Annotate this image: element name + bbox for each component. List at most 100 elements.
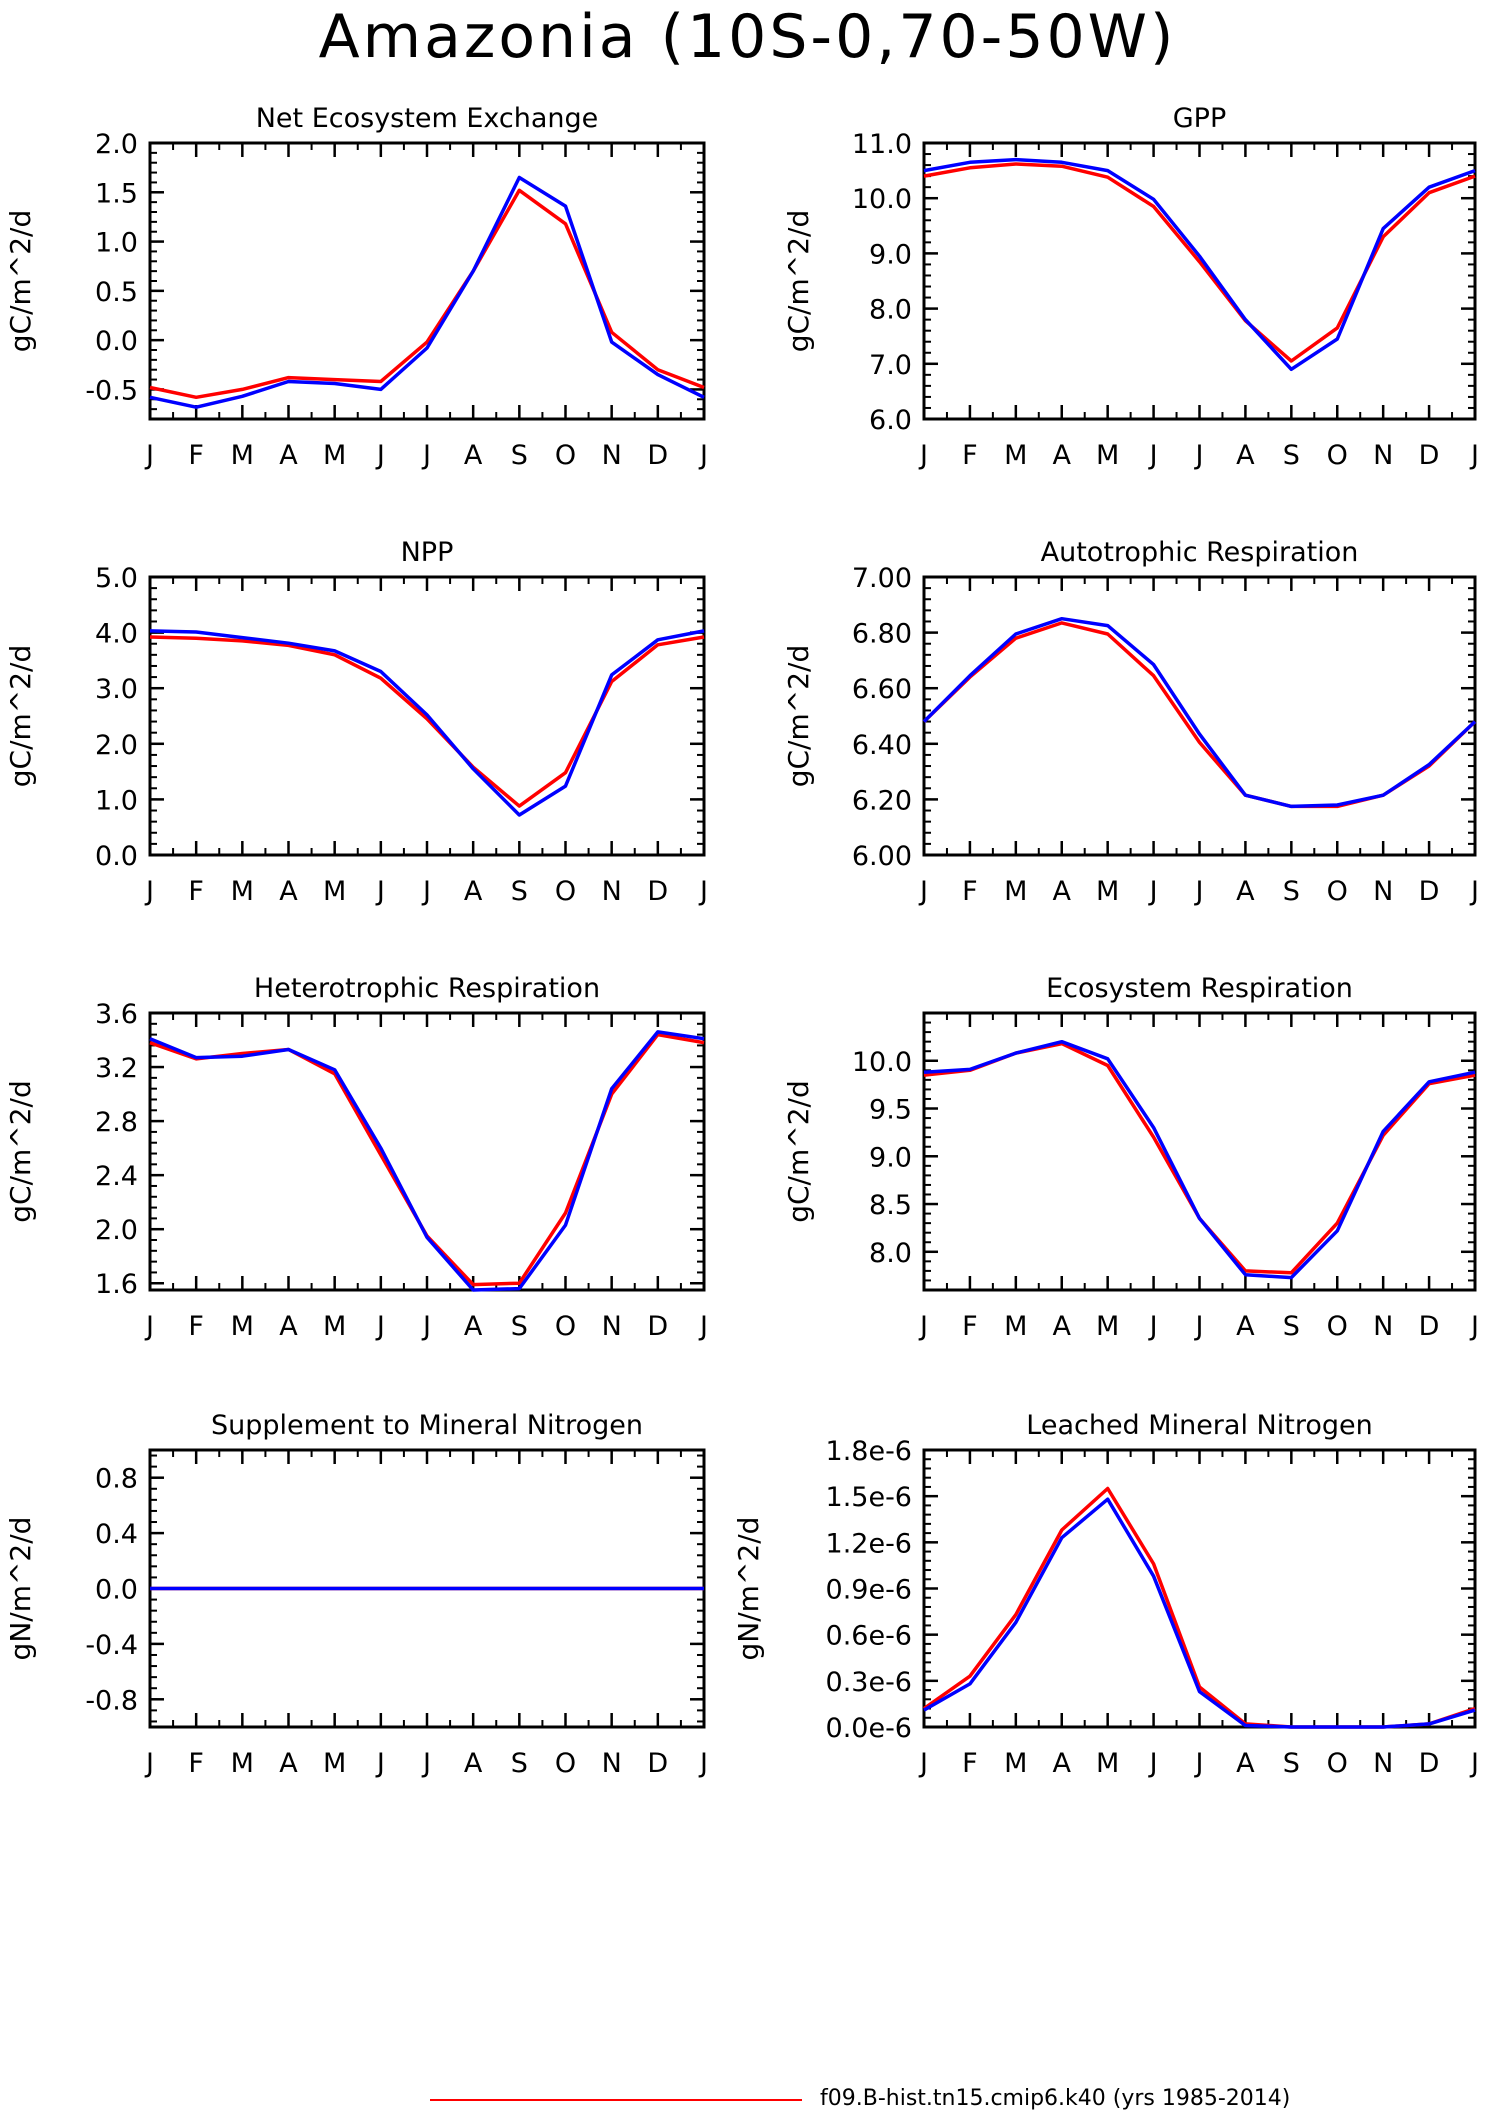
y-axis-label: gN/m^2/d — [732, 1517, 765, 1661]
x-tick-label: D — [647, 440, 668, 471]
x-tick-label: A — [1053, 1748, 1072, 1779]
y-tick-label: 10.0 — [852, 184, 912, 215]
y-tick-label: -0.5 — [85, 375, 138, 406]
y-tick-label: -0.8 — [85, 1685, 138, 1716]
y-tick-label: 0.5 — [95, 277, 138, 308]
y-tick-label: 11.0 — [852, 129, 912, 160]
x-tick-label: M — [231, 1311, 254, 1342]
y-tick-label: 9.5 — [869, 1095, 912, 1126]
y-axis-label: gC/m^2/d — [4, 645, 37, 788]
x-tick-label: S — [511, 440, 528, 471]
y-tick-label: 3.2 — [95, 1053, 138, 1084]
series-line-red — [149, 635, 705, 808]
figure-title: Amazonia (10S-0,70-50W) — [318, 2, 1177, 72]
y-tick-label: 6.40 — [852, 730, 912, 761]
x-tick-label: A — [1236, 1748, 1255, 1779]
y-tick-label: 7.00 — [852, 563, 912, 594]
x-tick-label: J — [144, 440, 154, 471]
x-tick-label: J — [375, 1748, 385, 1779]
y-tick-label: 4.0 — [95, 619, 138, 650]
y-tick-label: 6.80 — [852, 619, 912, 650]
x-tick-label: D — [1419, 440, 1440, 471]
x-tick-label: F — [962, 876, 978, 907]
x-tick-label: M — [231, 440, 254, 471]
x-tick-label: J — [144, 1748, 154, 1779]
y-tick-label: 1.5e-6 — [826, 1482, 912, 1513]
x-tick-label: O — [1327, 876, 1348, 907]
y-tick-label: 3.0 — [95, 674, 138, 705]
x-tick-label: J — [918, 1748, 928, 1779]
y-tick-label: 10.0 — [852, 1047, 912, 1078]
y-tick-label: 7.0 — [869, 350, 912, 381]
y-tick-label: 0.8 — [95, 1464, 138, 1495]
y-tick-label: 8.0 — [869, 295, 912, 326]
x-tick-label: S — [511, 1748, 528, 1779]
x-tick-label: D — [1419, 876, 1440, 907]
y-tick-label: 2.0 — [95, 129, 138, 160]
x-tick-label: M — [231, 1748, 254, 1779]
x-tick-label: M — [1004, 440, 1027, 471]
chart-panel-7: Supplement to Mineral Nitrogen gN/m^2/d J F… — [4, 1410, 708, 1779]
x-tick-label: J — [918, 1311, 928, 1342]
y-tick-label: 8.5 — [869, 1190, 912, 1221]
x-tick-label: D — [647, 876, 668, 907]
y-tick-label: 6.60 — [852, 674, 912, 705]
x-tick-label: S — [1283, 1311, 1300, 1342]
x-tick-label: J — [698, 440, 708, 471]
series-line-blue — [923, 157, 1476, 372]
series-line-blue — [149, 1030, 705, 1292]
legend-line — [430, 2099, 802, 2101]
y-tick-label: 0.4 — [95, 1519, 138, 1550]
x-tick-label: A — [1053, 1311, 1072, 1342]
x-tick-label: J — [1469, 1311, 1479, 1342]
x-tick-label: O — [555, 1748, 576, 1779]
x-tick-label: J — [421, 1748, 431, 1779]
x-tick-label: N — [602, 440, 622, 471]
y-tick-label: 9.0 — [869, 1142, 912, 1173]
panel-title: Supplement to Mineral Nitrogen — [211, 1410, 643, 1441]
x-tick-label: A — [464, 876, 483, 907]
x-tick-label: M — [323, 1311, 346, 1342]
series-line-blue — [923, 1039, 1476, 1280]
y-tick-label: 1.6 — [95, 1269, 138, 1300]
x-tick-label: O — [555, 876, 576, 907]
series-line-red — [149, 1032, 705, 1287]
x-tick-label: M — [1096, 1748, 1119, 1779]
x-tick-label: J — [1148, 1748, 1158, 1779]
y-tick-label: 5.0 — [95, 563, 138, 594]
y-tick-label: 0.6e-6 — [826, 1621, 912, 1652]
series-line-red — [923, 1041, 1476, 1275]
legend-label: f09.B-hist.tn15.cmip6.k40 (yrs 1985-2014… — [820, 2086, 1291, 2111]
series-line-blue — [149, 629, 705, 817]
x-tick-label: M — [323, 440, 346, 471]
y-tick-label: 1.8e-6 — [826, 1436, 912, 1467]
panel-title: Autotrophic Respiration — [1041, 537, 1359, 568]
x-tick-label: J — [698, 1311, 708, 1342]
panel-title: Ecosystem Respiration — [1046, 973, 1353, 1004]
x-tick-label: O — [1327, 440, 1348, 471]
x-tick-label: J — [421, 876, 431, 907]
x-tick-label: J — [698, 876, 708, 907]
panel-title: Leached Mineral Nitrogen — [1026, 1410, 1372, 1441]
y-tick-label: 9.0 — [869, 239, 912, 270]
x-tick-label: J — [1469, 1748, 1479, 1779]
x-tick-label: J — [144, 876, 154, 907]
plot-frame — [922, 141, 1477, 421]
x-tick-label: F — [188, 876, 204, 907]
y-tick-label: 1.0 — [95, 785, 138, 816]
y-tick-label: 1.5 — [95, 178, 138, 209]
y-tick-label: 2.0 — [95, 730, 138, 761]
x-tick-label: J — [1194, 440, 1204, 471]
y-tick-label: 6.20 — [852, 785, 912, 816]
x-tick-label: J — [1194, 876, 1204, 907]
y-tick-label: 0.0 — [95, 841, 138, 872]
x-tick-label: M — [1096, 1311, 1119, 1342]
y-tick-label: 8.0 — [869, 1238, 912, 1269]
y-tick-label: 0.0e-6 — [826, 1713, 912, 1744]
